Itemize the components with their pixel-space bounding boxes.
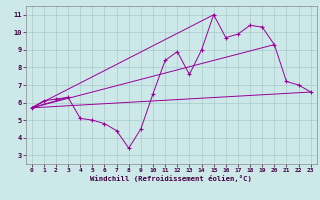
- X-axis label: Windchill (Refroidissement éolien,°C): Windchill (Refroidissement éolien,°C): [90, 175, 252, 182]
